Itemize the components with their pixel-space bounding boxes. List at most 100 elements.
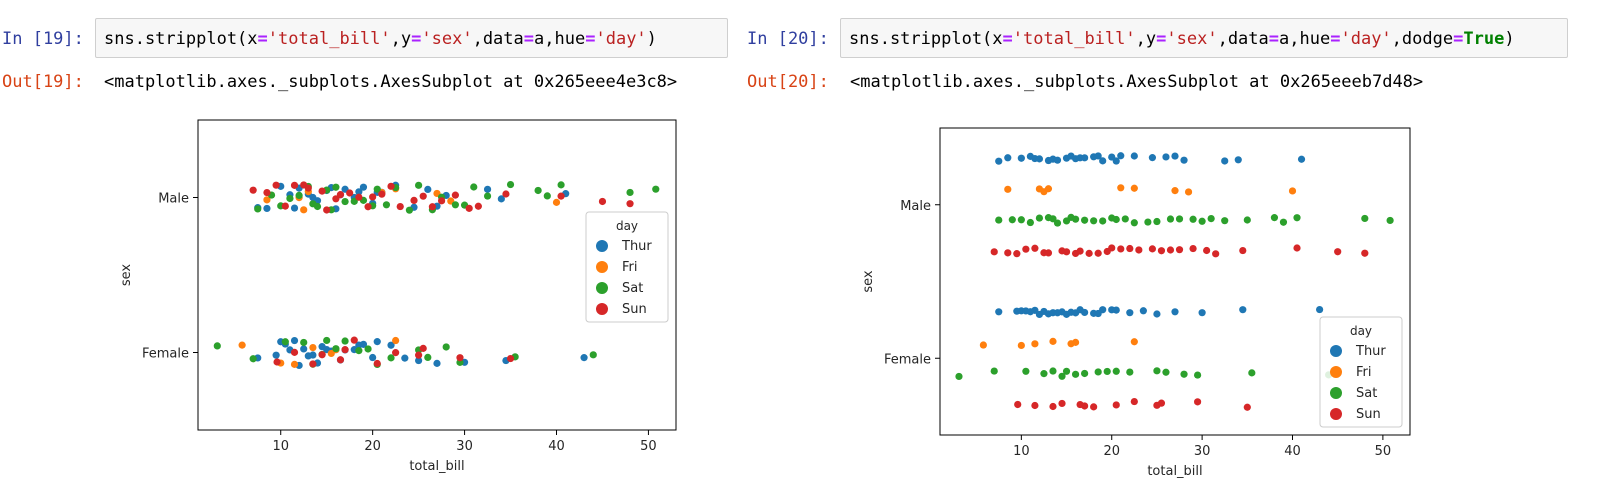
- data-point-sun: [419, 192, 427, 200]
- data-point-fri: [309, 343, 317, 352]
- legend-marker-sat: [1330, 387, 1342, 399]
- cell-20-code-input[interactable]: sns.stripplot(x='total_bill',y='sex',dat…: [840, 18, 1568, 58]
- data-point-sat: [1162, 368, 1170, 376]
- x-tick-label: 20: [1103, 444, 1120, 459]
- data-point-thur: [290, 204, 299, 212]
- data-point-fri: [1004, 185, 1012, 193]
- data-point-sat: [1035, 214, 1044, 222]
- data-point-sun: [1031, 244, 1039, 252]
- data-point-thur: [1053, 156, 1062, 164]
- data-point-sun: [346, 189, 354, 197]
- code-token: a: [1279, 29, 1290, 49]
- data-point-sat: [442, 343, 450, 351]
- data-point-sat: [1189, 215, 1197, 223]
- data-point-thur: [1112, 306, 1120, 314]
- cell-19-in-prompt: In [19]:: [2, 29, 84, 49]
- data-point-sun: [373, 359, 381, 368]
- data-point-thur: [1081, 308, 1089, 317]
- data-point-sat: [451, 201, 459, 209]
- data-point-sun: [1135, 246, 1143, 254]
- data-point-fri: [290, 360, 299, 368]
- y-axis-label: sex: [119, 264, 134, 287]
- code-token: dodge: [1401, 29, 1454, 49]
- data-point-sun: [1044, 249, 1053, 257]
- data-point-thur: [1099, 306, 1107, 314]
- data-point-sat: [1017, 216, 1025, 224]
- cell-19-code-input[interactable]: sns.stripplot(x='total_bill',y='sex',dat…: [95, 18, 728, 58]
- data-point-sat: [387, 354, 395, 362]
- data-point-sun: [272, 181, 280, 189]
- legend-marker-fri: [596, 261, 608, 273]
- data-point-sat: [1153, 367, 1161, 375]
- data-point-sun: [355, 193, 363, 201]
- data-point-thur: [1139, 307, 1147, 315]
- data-point-fri: [392, 336, 400, 345]
- data-point-sun: [1062, 248, 1071, 256]
- legend-title: day: [616, 219, 638, 233]
- data-point-fri: [979, 341, 987, 349]
- data-point-sun: [1094, 249, 1102, 257]
- legend-marker-thur: [1330, 345, 1342, 357]
- data-point-sat: [249, 355, 257, 363]
- data-point-thur: [1316, 305, 1324, 314]
- code-token: 'sex': [1166, 29, 1218, 49]
- data-point-sat: [1180, 370, 1188, 378]
- legend-entry-sun: Sun: [1356, 407, 1381, 422]
- legend-marker-sun: [596, 303, 608, 315]
- x-tick-label: 40: [548, 439, 565, 454]
- data-point-sat: [295, 191, 303, 199]
- x-tick-label: 30: [456, 439, 473, 454]
- data-point-sun: [387, 182, 395, 190]
- data-point-sun: [1117, 245, 1125, 253]
- data-point-thur: [355, 188, 363, 196]
- code-token: hue: [1299, 29, 1331, 49]
- data-point-sun: [456, 354, 464, 362]
- data-point-sun: [1157, 247, 1166, 255]
- legend: day Thur Fri Sat Sun: [1319, 316, 1403, 428]
- data-point-sat: [382, 201, 391, 209]
- data-point-sat: [281, 338, 289, 346]
- data-point-sun: [1212, 250, 1220, 258]
- data-point-sat: [1175, 215, 1184, 223]
- code-token: ,: [1391, 29, 1402, 49]
- data-point-sun: [1076, 247, 1084, 255]
- code-token: 'total_bill': [1012, 29, 1136, 49]
- data-point-sun: [290, 348, 299, 356]
- data-point-sat: [652, 185, 660, 193]
- data-point-sat: [355, 347, 363, 355]
- data-point-thur: [1035, 155, 1044, 163]
- data-point-sun: [318, 187, 326, 195]
- data-point-sat: [1248, 369, 1256, 377]
- data-point-sun: [1175, 246, 1184, 254]
- data-point-thur: [1297, 155, 1306, 163]
- data-point-fri: [1049, 337, 1057, 345]
- x-tick-label: 10: [272, 439, 289, 454]
- legend-box: [585, 211, 669, 323]
- data-point-sun: [336, 356, 345, 364]
- data-point-thur: [1117, 152, 1125, 160]
- data-point-thur: [433, 359, 441, 367]
- y-tick-label: Female: [142, 347, 189, 362]
- data-point-thur: [300, 345, 308, 353]
- legend-marker-sat: [596, 282, 608, 294]
- data-point-sun: [1126, 244, 1134, 253]
- legend-entry-thur: Thur: [621, 239, 652, 254]
- data-point-fri: [238, 341, 246, 349]
- data-point-sun: [1203, 246, 1211, 255]
- code-token: a: [534, 29, 545, 49]
- data-point-thur: [1126, 309, 1134, 317]
- code-token: 'total_bill': [267, 29, 391, 49]
- cell-19-out-prompt: Out[19]:: [2, 72, 84, 92]
- code-token: data: [1227, 29, 1269, 49]
- data-point-sun: [1148, 245, 1157, 253]
- y-tick-label: Male: [158, 192, 189, 207]
- data-point-sat: [1062, 367, 1071, 375]
- data-point-sat: [1153, 217, 1161, 226]
- data-point-thur: [309, 351, 317, 359]
- data-point-thur: [1112, 157, 1120, 165]
- data-point-sun: [1049, 402, 1057, 411]
- data-point-thur: [1234, 156, 1242, 164]
- data-point-fri: [263, 196, 271, 204]
- data-point-sun: [1013, 250, 1021, 258]
- code-token: 'sex': [421, 29, 473, 49]
